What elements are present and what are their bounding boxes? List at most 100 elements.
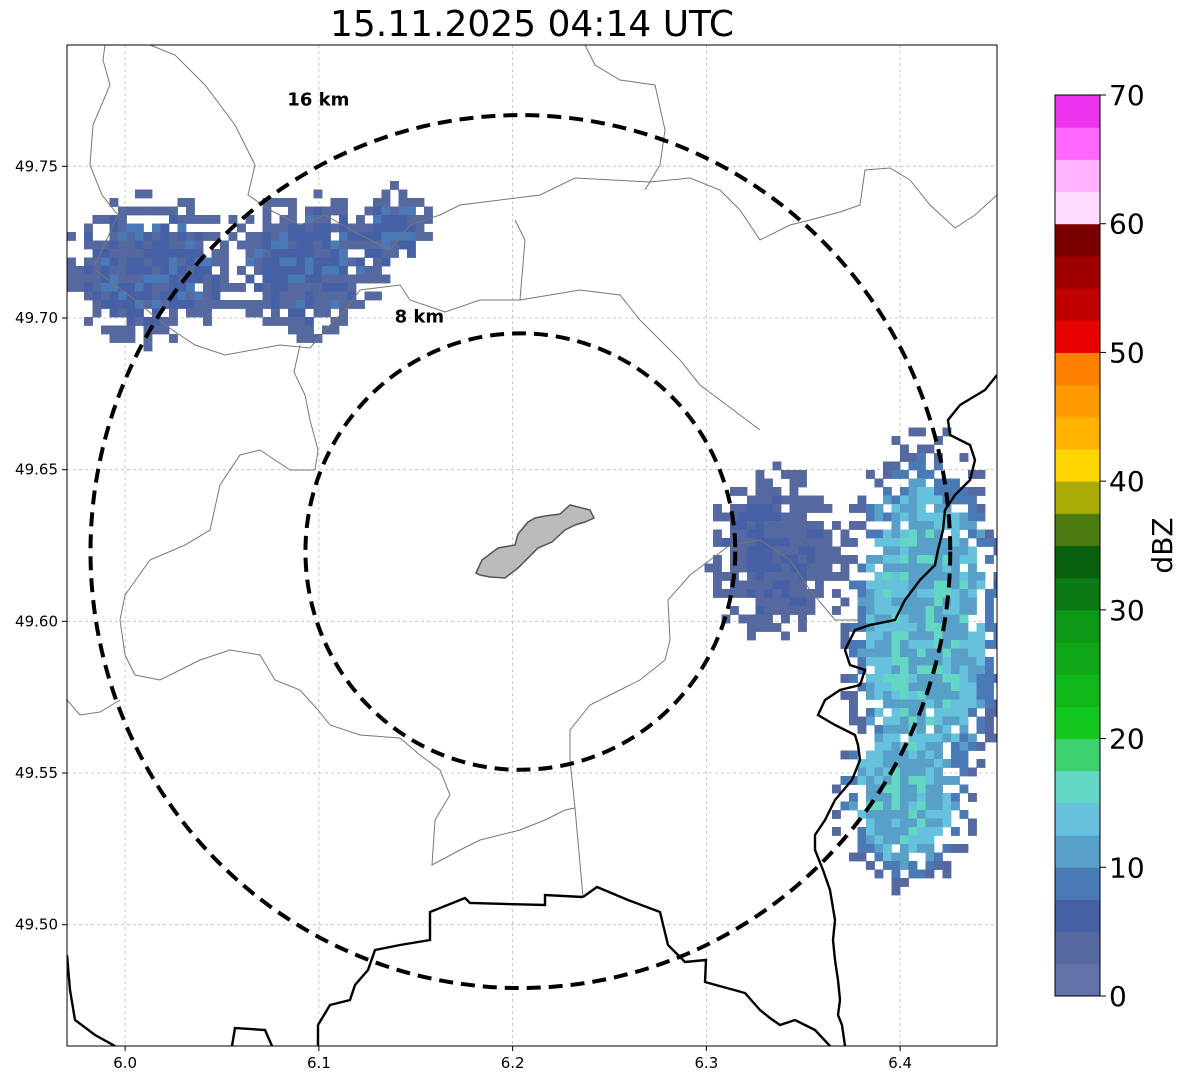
echo-cell (857, 504, 867, 513)
echo-cell (288, 240, 297, 250)
echo-cell (874, 801, 884, 811)
range-rings: 8 km 16 km (88, 89, 953, 991)
echo-cell (781, 597, 790, 607)
echo-cell (118, 308, 127, 318)
echo-cell (925, 546, 935, 556)
echo-cell (857, 606, 867, 615)
echo-cell (194, 215, 204, 224)
echo-cell (951, 665, 960, 675)
echo-cell (101, 283, 110, 292)
echo-cell (891, 555, 901, 564)
echo-cell (84, 232, 93, 241)
echo-cell (968, 597, 977, 607)
echo-cell (228, 300, 238, 309)
echo-cell (177, 291, 187, 301)
echo-cell (126, 240, 136, 250)
echo-cell (883, 733, 892, 743)
echo-cell (951, 521, 960, 530)
echo-cell (118, 232, 127, 241)
echo-cell (135, 291, 144, 301)
echo-cell (874, 682, 884, 692)
echo-cell (747, 614, 756, 624)
echo-cell (849, 708, 858, 717)
echo-cell (789, 555, 799, 564)
echo-cell (381, 206, 391, 216)
echo-cell (109, 300, 119, 309)
echo-cell (874, 750, 884, 760)
echo-cell (407, 232, 416, 241)
echo-cell (917, 521, 926, 530)
echo-cell (866, 835, 875, 845)
echo-cell (245, 274, 255, 284)
echo-cell (713, 580, 722, 590)
echo-cell (279, 249, 289, 258)
echo-cell (92, 283, 102, 292)
echo-cell (296, 249, 306, 258)
echo-cell (305, 300, 314, 309)
echo-cell (186, 274, 195, 284)
echo-cell (738, 614, 748, 624)
echo-cell (942, 572, 952, 581)
echo-cell (951, 512, 960, 522)
echo-cell (772, 529, 782, 539)
echo-cell (415, 215, 425, 224)
echo-cell (993, 640, 997, 649)
echo-cell (764, 504, 773, 513)
echo-cell (917, 538, 926, 547)
echo-cell (985, 597, 994, 607)
echo-cell (968, 631, 977, 641)
echo-cell (857, 589, 867, 598)
echo-cell (381, 189, 391, 199)
echo-cell (721, 572, 731, 581)
echo-cell (866, 606, 875, 615)
echo-cell (203, 300, 212, 309)
echo-cell (764, 623, 773, 632)
echo-cell (143, 257, 153, 267)
echo-cell (857, 716, 867, 726)
echo-cell (781, 580, 790, 590)
echo-cell (415, 198, 425, 207)
echo-cell (874, 767, 884, 777)
echo-cell (160, 274, 170, 284)
echo-cell (126, 223, 136, 233)
echo-cell (917, 614, 926, 624)
echo-cell (772, 504, 782, 513)
echo-cell (874, 589, 884, 598)
echo-cell (755, 478, 765, 488)
echo-cell (339, 257, 348, 267)
echo-cell (169, 206, 178, 216)
echo-cell (118, 334, 127, 343)
echo-cell (908, 844, 918, 853)
echo-cell (806, 572, 816, 581)
echo-cell (900, 623, 909, 632)
axis-ticks: 6.0 6.1 6.2 6.3 6.4 49.50 49.55 49.60 49.65 49.70… (15, 157, 912, 1072)
echo-cell (925, 521, 935, 530)
echo-cell (959, 546, 969, 556)
echo-cell (951, 691, 960, 700)
echo-cell (305, 325, 314, 335)
echo-cell (976, 512, 986, 522)
echo-cell (849, 750, 858, 760)
echo-cell (883, 716, 892, 726)
echo-cell (908, 555, 918, 564)
echo-cell (203, 257, 212, 267)
echo-cell (985, 606, 994, 615)
echo-cell (747, 512, 756, 522)
echo-cell (203, 291, 212, 301)
echo-cell (917, 725, 926, 734)
echo-cell (942, 793, 952, 802)
echo-cell (84, 257, 93, 267)
echo-cell (857, 495, 867, 505)
echo-cell (891, 521, 901, 530)
echo-cell (118, 266, 127, 275)
echo-cell (832, 606, 841, 615)
echo-cell (951, 648, 960, 658)
echo-cell (925, 869, 935, 879)
echo-cell (738, 487, 748, 496)
echo-cell (798, 529, 807, 539)
echo-cell (211, 249, 221, 258)
echo-cell (951, 597, 960, 607)
echo-cell (823, 538, 833, 547)
echo-cell (883, 784, 892, 794)
echo-cell (968, 487, 977, 496)
